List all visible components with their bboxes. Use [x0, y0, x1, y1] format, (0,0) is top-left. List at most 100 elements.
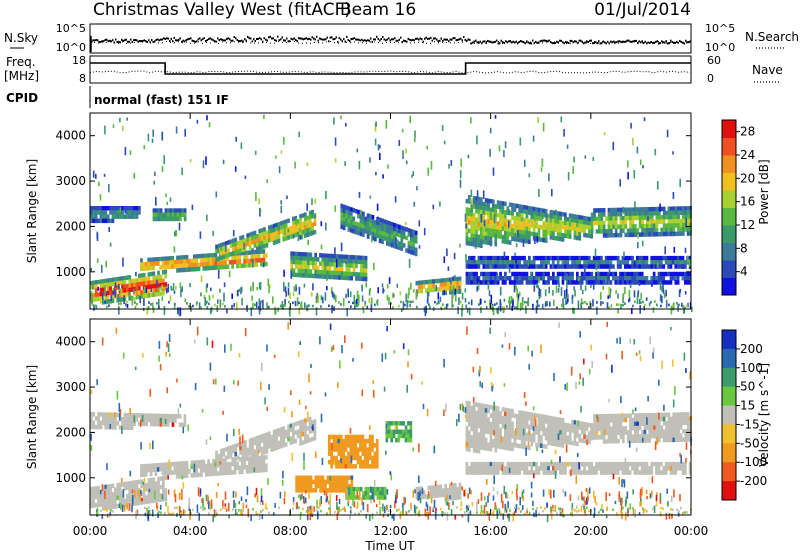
data-cell: [622, 220, 625, 225]
data-cell: [650, 206, 654, 212]
data-cell: [523, 217, 526, 223]
data-cell: [487, 404, 490, 410]
data-cell: [138, 290, 141, 295]
data-speckle: [208, 295, 211, 301]
data-cell: [94, 424, 98, 430]
data-cell: [345, 495, 349, 500]
data-cell: [308, 425, 312, 430]
data-cell: [547, 428, 550, 433]
data-cell: [672, 276, 675, 281]
data-cell: [513, 438, 517, 444]
data-cell: [523, 432, 526, 437]
data-speckle: [252, 282, 254, 291]
data-cell: [573, 420, 577, 425]
data-cell: [347, 459, 350, 465]
data-cell: [114, 425, 117, 430]
data-cell: [162, 270, 165, 275]
data-speckle: [489, 299, 491, 308]
data-speckle: [219, 299, 222, 308]
data-cell: [393, 222, 396, 228]
data-cell: [123, 288, 127, 293]
data-cell: [99, 493, 103, 499]
data-cell: [328, 262, 332, 267]
nsearch-point: [90, 42, 91, 44]
data-cell: [94, 214, 98, 219]
data-cell: [667, 271, 670, 277]
data-cell: [395, 232, 399, 237]
data-cell: [525, 205, 529, 210]
data-cell: [518, 255, 522, 261]
data-cell: [126, 417, 129, 422]
data-cell: [350, 259, 353, 264]
data-speckle: [627, 172, 629, 180]
data-cell: [383, 486, 387, 492]
data-cell: [292, 426, 295, 432]
data-cell: [631, 280, 634, 285]
data-cell: [304, 225, 307, 230]
data-speckle: [534, 214, 536, 222]
ground-scatter-cell: [416, 305, 418, 309]
data-cell: [390, 238, 394, 244]
data-cell: [614, 232, 618, 238]
data-cell: [492, 212, 495, 217]
data-cell: [212, 463, 215, 468]
data-cell: [598, 208, 601, 213]
data-cell: [645, 276, 649, 281]
noise-point: [688, 41, 690, 44]
data-cell: [164, 256, 167, 261]
data-cell: [295, 488, 298, 493]
data-cell: [669, 271, 673, 277]
noise-point: [622, 40, 624, 43]
data-cell: [409, 429, 413, 434]
data-cell: [159, 274, 163, 280]
data-cell: [607, 228, 611, 234]
data-cell: [477, 226, 481, 231]
data-cell: [598, 229, 601, 234]
data-cell: [576, 276, 579, 281]
data-speckle: [654, 148, 657, 156]
data-cell: [508, 280, 512, 285]
data-speckle: [452, 285, 455, 294]
data-cell: [307, 252, 310, 257]
data-speckle: [637, 289, 640, 294]
data-cell: [511, 260, 514, 265]
data-cell: [662, 227, 666, 233]
data-cell: [106, 218, 110, 224]
data-cell: [178, 263, 182, 269]
data-cell: [487, 276, 490, 281]
data-cell: [657, 264, 661, 269]
nsearch-point: [674, 41, 675, 43]
data-cell: [200, 258, 203, 263]
data-speckle: [401, 128, 404, 133]
data-speckle: [275, 155, 277, 159]
data-cell: [130, 206, 134, 211]
data-cell: [480, 403, 483, 408]
nsearch-point: [198, 41, 199, 43]
data-cell: [104, 218, 108, 224]
data-cell: [407, 232, 411, 237]
data-cell: [200, 253, 203, 259]
data-speckle: [566, 144, 569, 149]
data-cell: [542, 238, 546, 243]
data-speckle: [181, 286, 183, 293]
noise-point: [460, 37, 462, 40]
data-speckle: [427, 167, 430, 176]
nsearch-point: [174, 42, 175, 44]
data-cell: [260, 455, 263, 460]
data-cell: [465, 280, 469, 285]
data-cell: [347, 263, 351, 268]
nsearch-point: [614, 42, 615, 44]
data-cell: [588, 216, 591, 222]
data-cell: [183, 473, 186, 479]
ground-scatter-cell: [316, 300, 318, 304]
data-speckle: [517, 293, 520, 301]
data-cell: [197, 472, 201, 478]
data-cell: [351, 447, 355, 452]
data-speckle: [161, 131, 164, 141]
noise-point: [302, 38, 304, 41]
data-cell: [144, 266, 148, 271]
ground-scatter-cell: [672, 304, 674, 308]
data-cell: [465, 271, 469, 277]
data-cell: [297, 272, 301, 278]
data-cell: [648, 232, 652, 237]
